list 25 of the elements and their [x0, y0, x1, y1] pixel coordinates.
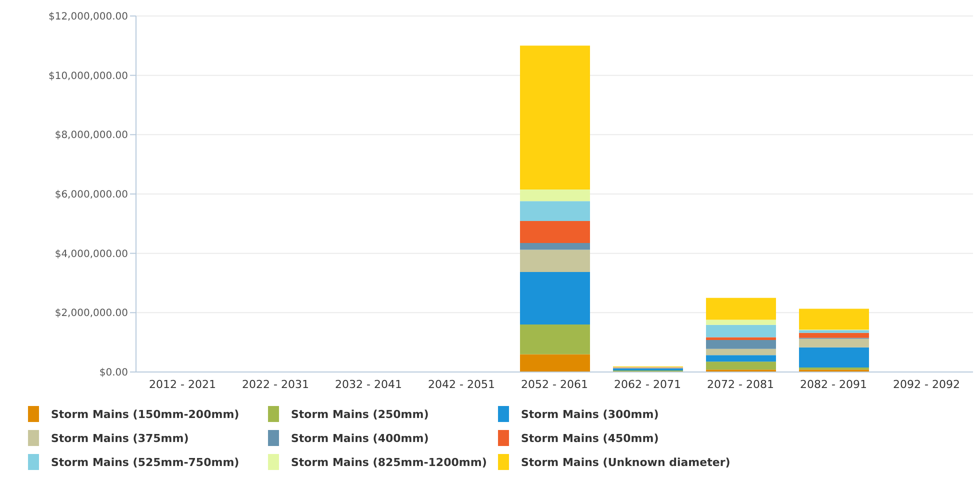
legend-label: Storm Mains (150mm-200mm)	[51, 408, 240, 420]
x-tick-label: 2052 - 2061	[521, 378, 588, 391]
legend-label: Storm Mains (300mm)	[521, 408, 659, 420]
y-tick-label: $8,000,000.00	[54, 130, 128, 142]
x-tick-label: 2092 - 2092	[893, 378, 960, 391]
y-tick-label: $10,000,000.00	[48, 70, 128, 82]
legend-label: Storm Mains (Unknown diameter)	[521, 456, 730, 468]
x-tick-label: 2082 - 2091	[800, 378, 867, 391]
legend-label: Storm Mains (525mm-750mm)	[51, 456, 240, 468]
y-tick-label: $12,000,000.00	[48, 12, 128, 23]
y-tick-label: $2,000,000.00	[54, 308, 128, 320]
y-tick-label: $6,000,000.00	[54, 190, 128, 201]
legend-label: Storm Mains (375mm)	[51, 432, 189, 444]
legend-label: Storm Mains (400mm)	[291, 432, 429, 444]
legend-label: Storm Mains (825mm-1200mm)	[291, 456, 487, 468]
x-tick-label: 2032 - 2041	[335, 378, 402, 391]
legend-label: Storm Mains (250mm)	[291, 408, 429, 420]
y-tick-label: $4,000,000.00	[54, 248, 128, 260]
x-tick-label: 2072 - 2081	[707, 378, 774, 391]
legend-label: Storm Mains (450mm)	[521, 432, 659, 444]
x-tick-label: 2012 - 2021	[149, 378, 216, 391]
x-tick-label: 2022 - 2031	[242, 378, 309, 391]
x-tick-label: 2062 - 2071	[614, 378, 681, 391]
y-tick-label: $0.00	[99, 368, 128, 379]
x-tick-label: 2042 - 2051	[428, 378, 495, 391]
